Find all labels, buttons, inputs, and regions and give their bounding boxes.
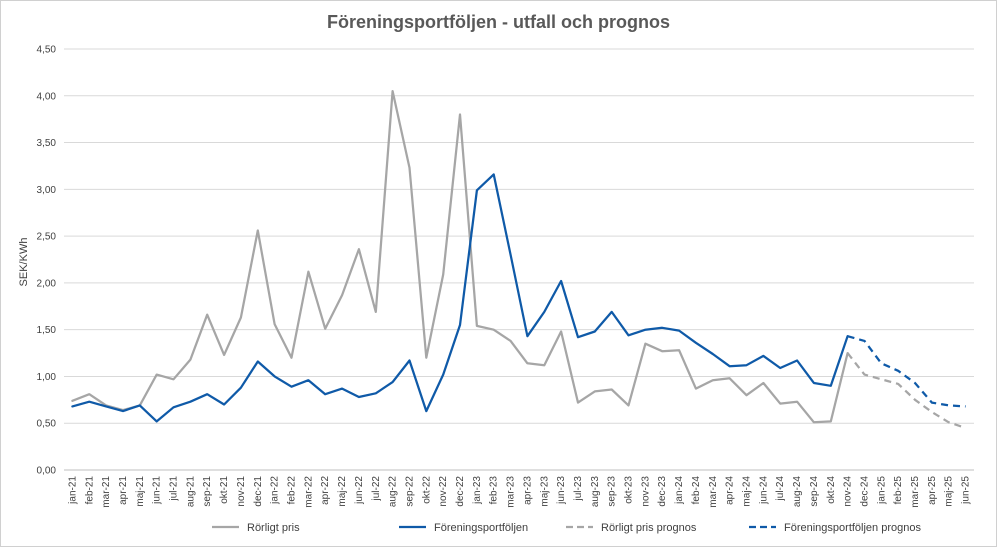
y-tick-label: 0,00	[37, 466, 57, 477]
x-tick-label: aug-24	[792, 476, 803, 508]
y-tick-label: 4,50	[37, 45, 57, 56]
x-tick-label: apr-22	[320, 476, 331, 505]
y-tick-label: 0,50	[37, 419, 57, 430]
series-line-4	[847, 335, 966, 408]
x-tick-label: sep-21	[202, 476, 213, 507]
x-tick-label: jul-22	[371, 476, 382, 502]
x-tick-label: jan-21	[67, 476, 78, 505]
x-tick-label: sep-24	[809, 476, 820, 507]
x-tick-label: feb-24	[691, 476, 702, 505]
x-tick-label: mar-22	[303, 476, 314, 508]
x-tick-label: apr-23	[522, 476, 533, 505]
chart-title: Föreningsportföljen - utfall och prognos	[327, 12, 670, 32]
x-tick-label: dec-22	[455, 476, 466, 507]
x-tick-label: maj-22	[337, 476, 348, 507]
x-tick-label: maj-21	[135, 476, 146, 507]
x-tick-label: okt-22	[421, 476, 432, 504]
x-tick-label: mar-21	[101, 476, 112, 508]
x-tick-label: jul-21	[169, 476, 180, 502]
y-tick-label: 1,50	[37, 325, 57, 336]
legend-label: Rörligt pris	[247, 522, 300, 534]
x-tick-label: apr-25	[927, 476, 938, 505]
legend-label: Föreningsportföljen	[434, 522, 528, 534]
x-tick-label: okt-23	[624, 476, 635, 504]
y-tick-label: 3,50	[37, 138, 57, 149]
legend: Rörligt pris Föreningsportföljen Rörligt p…	[212, 522, 921, 534]
x-tick-label: okt-24	[826, 476, 837, 504]
legend-label: Rörligt pris prognos	[601, 522, 697, 534]
x-tick-label: mar-25	[910, 476, 921, 508]
x-tick-label: jul-24	[775, 476, 786, 502]
x-tick-label: dec-24	[859, 476, 870, 507]
x-tick-label: maj-25	[944, 476, 955, 507]
x-tick-label: jul-23	[573, 476, 584, 502]
x-tick-label: feb-23	[489, 476, 500, 505]
x-tick-label: sep-22	[404, 476, 415, 507]
x-axis-ticks: jan-21 feb-21 mar-21 apr-21 maj-21 jun-21 jul-…	[67, 476, 971, 508]
x-tick-label: nov-21	[236, 476, 247, 507]
x-tick-label: aug-22	[388, 476, 399, 508]
x-tick-label: nov-22	[438, 476, 449, 507]
x-tick-label: mar-23	[506, 476, 517, 508]
x-tick-label: jan-25	[876, 476, 887, 505]
series-lines	[71, 89, 966, 429]
x-tick-label: maj-24	[742, 476, 753, 507]
y-axis-ticks: 0,00 0,50 1,00 1,50 2,00 2,50 3,00 3,50 4,00 4,50	[37, 45, 57, 477]
x-tick-label: dec-21	[253, 476, 264, 507]
x-tick-label: jun-21	[152, 476, 163, 505]
x-tick-label: jun-22	[354, 476, 365, 505]
legend-label: Föreningsportföljen prognos	[784, 522, 921, 534]
x-tick-label: feb-21	[84, 476, 95, 505]
series-line-2	[71, 173, 849, 423]
x-tick-label: jun-24	[758, 476, 769, 505]
gridlines	[64, 48, 974, 424]
y-tick-label: 1,00	[37, 372, 57, 383]
series-line-1	[71, 89, 849, 424]
x-tick-label: maj-23	[539, 476, 550, 507]
y-tick-label: 2,00	[37, 278, 57, 289]
y-tick-label: 4,00	[37, 91, 57, 102]
y-tick-label: 2,50	[37, 232, 57, 243]
x-tick-label: apr-24	[725, 476, 736, 505]
x-tick-label: mar-24	[708, 476, 719, 508]
x-tick-label: feb-25	[893, 476, 904, 505]
x-tick-label: aug-21	[185, 476, 196, 508]
x-tick-label: jan-23	[472, 476, 483, 505]
series-line-3	[846, 352, 966, 429]
x-tick-label: jun-23	[556, 476, 567, 505]
y-axis-title: SEK/KWh	[18, 238, 30, 287]
y-tick-label: 3,00	[37, 185, 57, 196]
x-tick-label: jun-25	[961, 476, 972, 505]
x-tick-label: nov-23	[640, 476, 651, 507]
x-tick-label: dec-23	[657, 476, 668, 507]
x-tick-label: feb-22	[287, 476, 298, 505]
x-tick-label: okt-21	[219, 476, 230, 504]
x-tick-label: sep-23	[607, 476, 618, 507]
x-tick-label: nov-24	[843, 476, 854, 507]
x-tick-label: apr-21	[118, 476, 129, 505]
x-tick-label: aug-23	[590, 476, 601, 508]
x-tick-label: jan-24	[674, 476, 685, 505]
x-tick-label: jan-22	[270, 476, 281, 505]
